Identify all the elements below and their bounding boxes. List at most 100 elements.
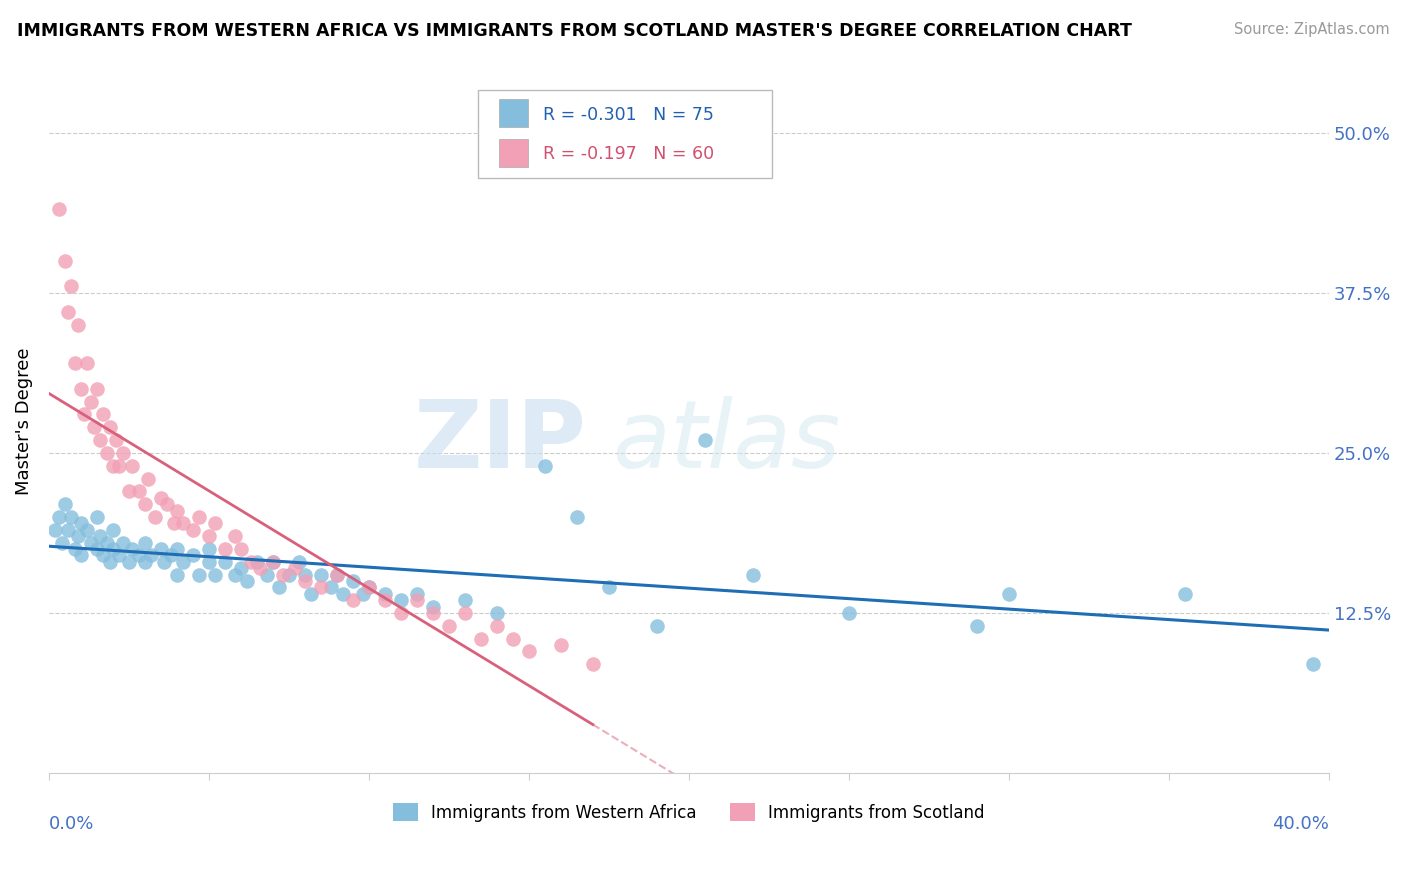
Point <box>966 619 988 633</box>
Text: R = -0.197   N = 60: R = -0.197 N = 60 <box>543 145 714 163</box>
Point <box>422 606 444 620</box>
Point <box>60 510 83 524</box>
Point <box>166 503 188 517</box>
Point <box>166 541 188 556</box>
Point <box>188 567 211 582</box>
Point <box>53 497 76 511</box>
Point <box>838 606 860 620</box>
Point <box>262 555 284 569</box>
Point <box>645 619 668 633</box>
Point <box>98 420 121 434</box>
Point <box>229 561 252 575</box>
Point <box>181 523 204 537</box>
Point <box>105 433 128 447</box>
Point <box>294 567 316 582</box>
Point <box>582 657 605 672</box>
Point <box>214 541 236 556</box>
Point <box>63 541 86 556</box>
Point <box>76 523 98 537</box>
Point <box>111 535 134 549</box>
Point <box>198 541 221 556</box>
Point <box>121 458 143 473</box>
Point <box>56 305 79 319</box>
Text: atlas: atlas <box>612 397 841 488</box>
Point <box>319 581 342 595</box>
Point <box>63 356 86 370</box>
Point <box>96 446 118 460</box>
Point <box>51 535 73 549</box>
Point <box>101 541 124 556</box>
Point <box>214 555 236 569</box>
Point <box>111 446 134 460</box>
Point <box>79 535 101 549</box>
Point <box>236 574 259 588</box>
Point <box>249 561 271 575</box>
Point <box>134 555 156 569</box>
Point <box>342 574 364 588</box>
Point <box>66 318 89 332</box>
Point <box>204 567 226 582</box>
Point <box>163 516 186 531</box>
Point <box>101 458 124 473</box>
Bar <box>499 139 527 167</box>
Point <box>70 382 93 396</box>
Point <box>224 567 246 582</box>
Point <box>262 555 284 569</box>
Point <box>56 523 79 537</box>
Point <box>83 420 105 434</box>
Point <box>198 555 221 569</box>
Point <box>118 555 141 569</box>
Point <box>60 279 83 293</box>
Point <box>204 516 226 531</box>
Point <box>128 484 150 499</box>
Point <box>108 458 131 473</box>
Point <box>93 549 115 563</box>
Text: 0.0%: 0.0% <box>49 815 94 833</box>
Point <box>741 567 763 582</box>
Point <box>284 561 307 575</box>
Point <box>76 356 98 370</box>
Point <box>166 567 188 582</box>
Point <box>485 606 508 620</box>
Point <box>454 606 477 620</box>
Bar <box>499 99 527 127</box>
Point <box>153 555 176 569</box>
Point <box>352 587 374 601</box>
Point <box>271 567 294 582</box>
Point <box>357 581 380 595</box>
Point <box>98 555 121 569</box>
Text: 40.0%: 40.0% <box>1272 815 1329 833</box>
Point <box>357 581 380 595</box>
Point <box>188 510 211 524</box>
Point <box>86 382 108 396</box>
Point <box>48 510 70 524</box>
Point <box>454 593 477 607</box>
Point <box>172 555 194 569</box>
Point <box>128 549 150 563</box>
Point <box>86 541 108 556</box>
Point <box>470 632 492 646</box>
Point <box>149 541 172 556</box>
Point <box>406 593 429 607</box>
FancyBboxPatch shape <box>478 90 772 178</box>
Point <box>134 535 156 549</box>
Point <box>48 202 70 217</box>
Point <box>198 529 221 543</box>
Y-axis label: Master's Degree: Master's Degree <box>15 347 32 494</box>
Point <box>389 593 412 607</box>
Text: IMMIGRANTS FROM WESTERN AFRICA VS IMMIGRANTS FROM SCOTLAND MASTER'S DEGREE CORRE: IMMIGRANTS FROM WESTERN AFRICA VS IMMIGR… <box>17 22 1132 40</box>
Point <box>121 541 143 556</box>
Point <box>326 567 349 582</box>
Point <box>246 555 269 569</box>
Point <box>172 516 194 531</box>
Point <box>93 408 115 422</box>
Point <box>1302 657 1324 672</box>
Point <box>598 581 620 595</box>
Point <box>406 587 429 601</box>
Point <box>143 510 166 524</box>
Point <box>374 593 396 607</box>
Point <box>294 574 316 588</box>
Point <box>86 510 108 524</box>
Point <box>136 471 159 485</box>
Point <box>485 619 508 633</box>
